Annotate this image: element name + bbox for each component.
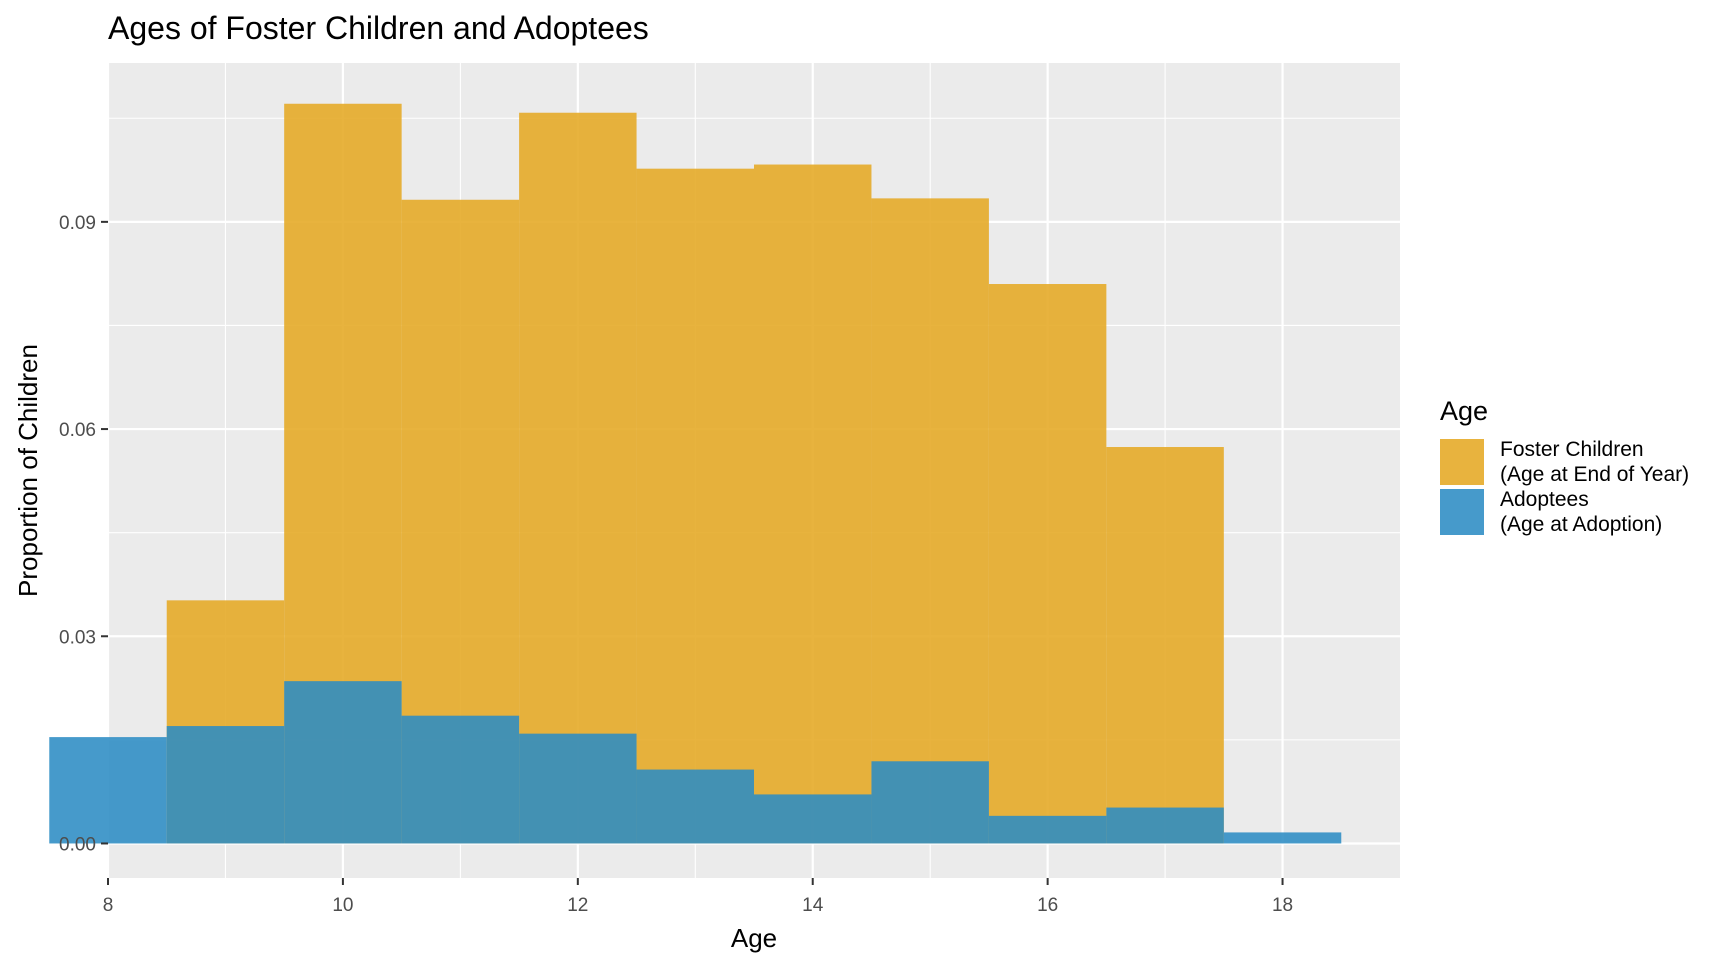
- foster-bar: [871, 198, 989, 844]
- y-tick-label: 0.03: [59, 627, 96, 648]
- x-tick-label: 14: [802, 895, 824, 916]
- foster-bar: [1106, 447, 1224, 844]
- legend: Age Foster Children (Age at End of Year)…: [1440, 396, 1689, 537]
- adoptee-bar: [49, 737, 167, 844]
- x-tick-label: 8: [103, 895, 114, 916]
- foster-bar: [519, 112, 637, 844]
- histogram-bars: [49, 103, 1342, 844]
- legend-key-foster: [1440, 439, 1484, 485]
- adoptee-bar: [1223, 832, 1342, 844]
- y-tick-label: 0.06: [59, 420, 96, 441]
- legend-label-adoptees: Adoptees (Age at Adoption): [1500, 488, 1663, 536]
- foster-bar: [988, 284, 1107, 844]
- legend-item-foster: Foster Children (Age at End of Year): [1440, 437, 1689, 487]
- y-tick-label: 0.09: [59, 213, 96, 234]
- foster-bar: [636, 168, 754, 844]
- adoptee-bar: [754, 794, 872, 844]
- foster-bar: [754, 164, 872, 844]
- legend-title: Age: [1440, 396, 1489, 426]
- x-tick-label: 18: [1272, 895, 1293, 916]
- x-tick-label: 16: [1037, 895, 1058, 916]
- adoptee-bar: [636, 769, 754, 844]
- adoptee-bar: [401, 715, 520, 844]
- adoptee-bar: [1106, 807, 1224, 844]
- adoptee-bar: [284, 681, 402, 844]
- adoptee-bar: [519, 733, 637, 844]
- x-tick-label: 12: [567, 895, 588, 916]
- legend-label-foster: Foster Children (Age at End of Year): [1500, 438, 1690, 486]
- chart-title: Ages of Foster Children and Adoptees: [108, 10, 649, 46]
- x-axis-title: Age: [731, 923, 777, 953]
- x-tick-label: 10: [332, 895, 353, 916]
- axes: 8 10 12 14 16 18 0.00 0.03 0.06 0.09: [59, 213, 1293, 916]
- adoptee-bar: [871, 761, 989, 844]
- legend-item-adoptees: Adoptees (Age at Adoption): [1440, 487, 1689, 537]
- adoptee-bar: [988, 815, 1107, 844]
- y-tick-label: 0.00: [59, 834, 96, 855]
- y-axis-title: Proportion of Children: [13, 344, 43, 597]
- adoptee-bar: [166, 726, 285, 844]
- legend-key-adoptees: [1440, 489, 1484, 535]
